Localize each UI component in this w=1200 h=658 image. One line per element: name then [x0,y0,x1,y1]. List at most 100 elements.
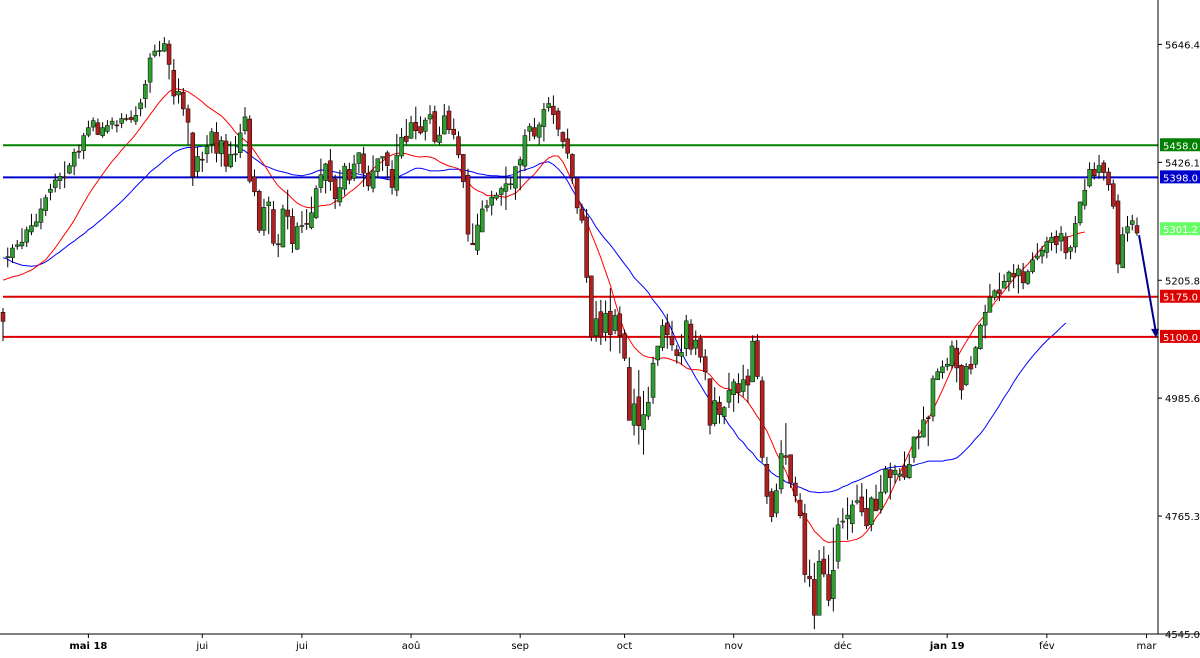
level-label-1: 5398.0 [1160,170,1200,184]
candle-body [788,454,793,484]
level-label-2-text: 5175.0 [1163,293,1198,304]
candle [717,396,722,424]
candle [816,549,822,616]
candle [944,357,950,371]
candle-body [745,375,751,386]
candle-body [484,205,490,208]
candle [361,146,366,188]
candle [266,196,271,235]
x-tick-label: mai 18 [69,641,107,652]
candle-body [176,90,181,96]
candle-body [147,57,153,83]
candle [1049,232,1054,251]
candle-body [280,208,286,248]
candle [389,160,395,195]
candle [574,177,580,214]
candle [503,166,509,211]
candle-body [997,289,1002,294]
candle-body [342,165,347,190]
candle [470,223,475,246]
candle [769,488,774,523]
candle [598,299,604,345]
candle-body [275,243,281,246]
candle [399,128,404,159]
candle-body [674,349,680,356]
candle-body [356,152,362,164]
x-tick-label: oct [617,641,633,652]
candle-body [223,140,229,167]
candle-body [982,312,988,326]
candle-body [95,122,101,135]
candle [551,95,556,124]
candle-body [157,50,162,52]
candle [873,484,879,512]
candle-body [759,380,765,458]
candle [669,320,675,351]
candle-body [598,311,604,338]
candle-body [418,126,423,134]
candle [90,117,96,132]
candle-body [911,436,917,458]
candle-body [921,419,926,438]
candle [413,106,419,140]
candle [959,364,964,400]
candle [57,172,63,190]
candle [29,213,34,236]
candle-body [646,401,651,417]
candle-body [935,371,940,380]
candle-body [299,225,305,227]
candle [712,387,717,427]
candle-body [845,514,850,520]
candle-body [361,153,366,174]
candle-body [1011,272,1016,278]
candle-body [285,209,290,217]
candle-body [43,197,48,211]
candle [517,156,523,191]
candle-body [190,132,196,178]
candle-body [859,496,865,513]
candle-body [5,256,10,258]
candle [1125,215,1130,242]
candle [114,120,120,133]
candle [527,123,532,141]
candle-body [503,183,509,192]
candle [793,476,798,503]
candle-body [143,83,148,99]
candle-body [944,363,950,367]
candle [356,152,362,174]
candle [219,136,224,167]
candle-body [973,347,978,365]
candle-body [897,473,903,477]
candle-body [959,365,964,391]
candle-body [309,212,314,228]
candle-body [1115,200,1121,265]
candle-body [949,345,955,367]
candle-body [1063,236,1069,254]
candle-body [907,464,912,478]
candle-body [797,499,803,516]
candle [1030,252,1035,274]
candle-body [721,407,727,417]
candle [147,53,153,93]
arrow-shaft [1138,235,1157,334]
candle-body [1111,183,1116,207]
candlestick-series [0,37,1140,630]
candle-body [850,504,855,524]
candle [446,105,452,135]
candle [608,288,613,352]
y-tick-label: 4985.6 [1165,394,1200,405]
candle-body [698,338,703,358]
candle [0,307,6,342]
candle [1087,162,1092,188]
level-labels: 5458.0 5398.0 5175.0 5100.0 5301.2 [1160,138,1200,344]
candle [323,162,328,194]
candle [233,136,238,162]
candle [76,144,82,159]
candle-body [209,131,215,145]
candle [845,497,850,540]
candle [987,283,993,313]
candle [869,496,874,532]
candle-body [892,469,898,475]
candle [707,378,713,435]
candle-body [778,453,784,490]
